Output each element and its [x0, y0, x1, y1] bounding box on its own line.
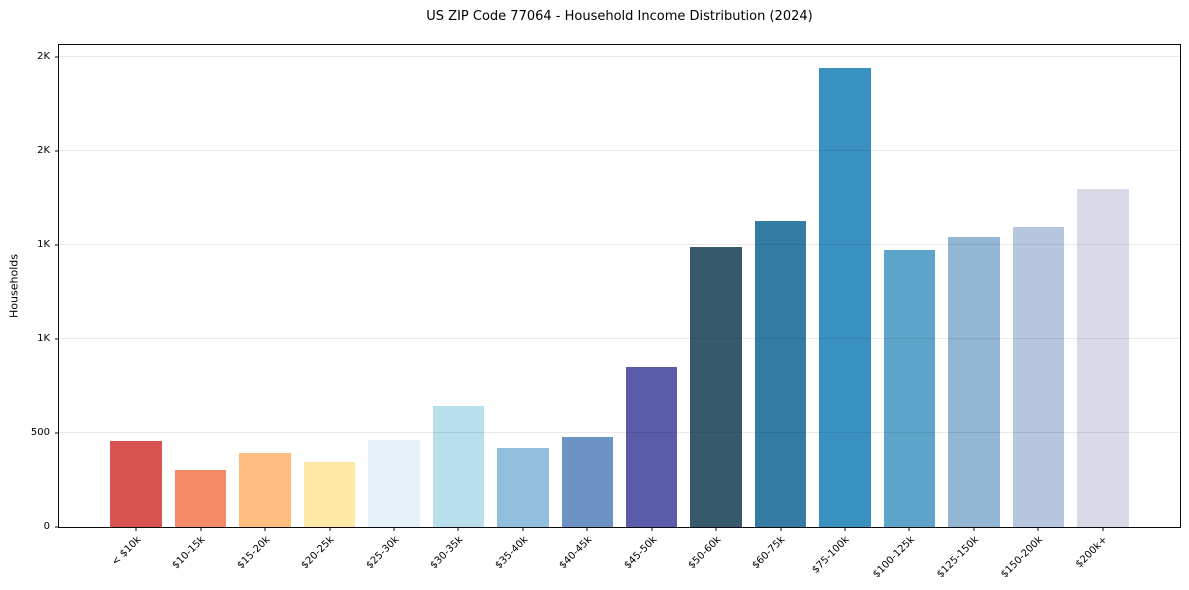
bar-slot: $200k+ — [1071, 45, 1135, 570]
y-axis-tick-label: 1K — [37, 238, 50, 250]
x-axis-tick — [393, 527, 395, 531]
x-axis-tick — [329, 527, 331, 531]
y-axis-tick-label: 0 — [43, 521, 50, 532]
bar-slot: $125-150k — [935, 45, 1006, 580]
y-axis-tick — [55, 432, 59, 434]
bar-slot: $45-50k — [620, 45, 684, 571]
chart-title: US ZIP Code 77064 - Household Income Dis… — [426, 9, 813, 24]
x-axis-tick — [780, 527, 782, 531]
x-axis-tick-label: $100-125k — [870, 534, 917, 581]
x-axis-tick — [715, 527, 717, 531]
bar — [1012, 226, 1065, 527]
bar-slot: $100-125k — [871, 45, 941, 580]
y-axis-tick — [55, 56, 59, 58]
plot-area: < $10k $10-15k $15-20k $20-25k $25-30k $30-35… — [31, 44, 1181, 580]
bar-slot: $40-45k — [555, 45, 619, 571]
bar — [948, 237, 1000, 527]
x-axis-tick — [264, 527, 266, 531]
bar-slot: $150-200k — [999, 45, 1070, 580]
y-axis-tick-label: 2K — [37, 144, 50, 156]
x-axis-tick — [135, 527, 137, 531]
x-axis-tick-label: < $10k — [109, 534, 144, 568]
x-axis-tick — [651, 527, 653, 531]
x-axis-tick-label: $200k+ — [1074, 534, 1110, 571]
bar-slot: < $10k — [104, 45, 168, 568]
x-axis-tick — [457, 527, 459, 531]
y-axis-tick-label: 500 — [30, 426, 50, 438]
bar — [625, 367, 678, 527]
bar — [303, 462, 356, 527]
x-axis-tick — [1102, 527, 1104, 531]
x-axis-tick — [1037, 527, 1039, 531]
bar — [1077, 189, 1129, 527]
bar — [368, 440, 420, 527]
bars-layer: < $10k $10-15k $15-20k $20-25k $25-30k $30-35… — [59, 45, 1180, 580]
bar-slot: $50-60k — [684, 45, 748, 571]
bar — [497, 447, 549, 527]
bar — [561, 436, 614, 527]
y-axis-tick — [55, 526, 59, 528]
x-axis-tick — [586, 527, 588, 531]
y-axis-tick — [55, 244, 59, 246]
x-axis-tick — [973, 527, 975, 531]
x-axis-tick-label: $10-15k — [170, 534, 208, 572]
x-axis-tick — [844, 527, 846, 531]
bar-slot: $60-75k — [748, 45, 812, 571]
bar-slot: $15-20k — [233, 45, 297, 571]
x-axis-tick — [200, 527, 202, 531]
x-axis-tick-label: $35-40k — [492, 534, 530, 572]
bar-slot: $30-35k — [426, 45, 490, 571]
bar — [110, 441, 162, 527]
x-axis-tick-label: $45-50k — [621, 534, 659, 572]
x-axis-tick-label: $60-75k — [750, 534, 788, 572]
bar — [174, 469, 227, 527]
bar — [239, 452, 291, 527]
x-axis-tick-label: $25-30k — [364, 534, 402, 572]
x-axis-tick — [522, 527, 524, 531]
bar-slot: $35-40k — [491, 45, 555, 571]
x-axis-tick-label: $15-20k — [235, 534, 273, 572]
x-axis-tick-label: $150-200k — [999, 534, 1046, 581]
bar — [754, 221, 807, 527]
x-axis-tick-label: $75-100k — [810, 534, 853, 576]
y-axis-tick — [55, 338, 59, 340]
x-axis-tick-label: $40-45k — [557, 534, 595, 572]
bar-slot: $25-30k — [362, 45, 426, 571]
y-axis-tick-label: 1K — [37, 332, 50, 344]
bar — [690, 246, 742, 527]
bar — [432, 405, 485, 527]
y-axis-tick — [55, 150, 59, 152]
bar — [819, 67, 871, 527]
bar-slot: $10-15k — [168, 45, 232, 571]
x-axis-tick — [908, 527, 910, 531]
y-axis-label: Households — [7, 254, 21, 318]
x-axis-tick-label: $30-35k — [428, 534, 466, 572]
bar-slot: $20-25k — [297, 45, 361, 571]
x-axis-tick-label: $125-150k — [935, 534, 981, 581]
bar-slot: $75-100k — [811, 45, 877, 576]
bar — [883, 249, 936, 527]
x-axis-tick-label: $50-60k — [686, 534, 724, 572]
y-axis-tick-label: 2K — [37, 50, 50, 62]
x-axis-tick-label: $20-25k — [299, 534, 337, 572]
